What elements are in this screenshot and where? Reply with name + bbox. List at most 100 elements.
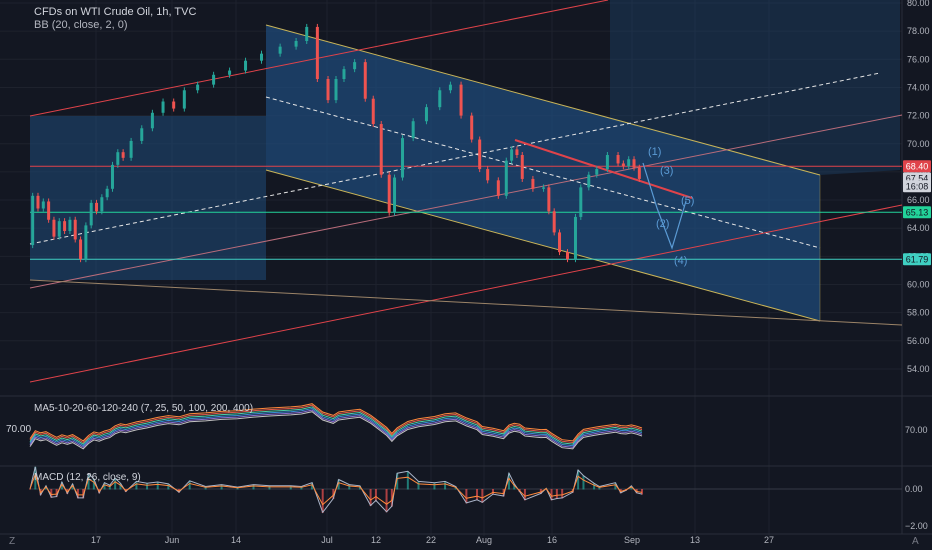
macd-histogram-bar bbox=[268, 485, 271, 490]
price-label-box bbox=[903, 206, 931, 219]
candle-body bbox=[47, 201, 51, 220]
candle-body bbox=[510, 149, 514, 161]
candle-body bbox=[637, 167, 641, 179]
candle-body bbox=[52, 219, 56, 237]
macd-histogram-bar bbox=[321, 489, 324, 513]
candle-body bbox=[31, 195, 35, 246]
candle-body bbox=[305, 26, 309, 42]
macd-histogram-bar bbox=[385, 489, 388, 513]
y-tick-label: 76.00 bbox=[907, 54, 930, 64]
candle-body bbox=[196, 84, 200, 91]
macd-histogram-bar bbox=[289, 485, 292, 490]
y-tick-label: 70.00 bbox=[907, 139, 930, 149]
macd-histogram-bar bbox=[76, 489, 79, 499]
x-tick-label: Jul bbox=[321, 535, 333, 545]
candle-body bbox=[411, 121, 415, 139]
macd-histogram-bar bbox=[374, 489, 377, 501]
y-tick-label: 80.00 bbox=[907, 0, 930, 8]
macd-histogram-bar bbox=[337, 479, 340, 490]
ma-line bbox=[29, 404, 643, 444]
macd-histogram-bar bbox=[513, 483, 516, 490]
macd-histogram-bar bbox=[236, 487, 239, 490]
y-tick-label: 58.00 bbox=[907, 308, 930, 318]
candle-body bbox=[558, 232, 562, 253]
bollinger-bands-label[interactable]: BB (20, close, 2, 0) bbox=[34, 19, 128, 31]
candle-body bbox=[334, 79, 338, 101]
timezone-corner-button[interactable]: Z bbox=[9, 536, 16, 547]
wave-label: (3) bbox=[660, 165, 673, 177]
macd-histogram-bar bbox=[396, 473, 399, 490]
red-channel-lower bbox=[29, 204, 903, 383]
candle-body bbox=[531, 178, 535, 189]
macd-histogram-bar bbox=[507, 473, 510, 490]
macd-histogram-bar bbox=[561, 489, 564, 499]
macd-histogram-bar bbox=[220, 484, 223, 490]
y-tick-label: 66.00 bbox=[907, 195, 930, 205]
candle-body bbox=[504, 160, 508, 196]
wave-label: (5) bbox=[681, 195, 694, 207]
candle-body bbox=[401, 138, 405, 178]
signal-line bbox=[29, 472, 643, 506]
candle-body bbox=[353, 62, 357, 70]
macd-histogram-bar bbox=[641, 489, 643, 495]
x-tick-label: 12 bbox=[371, 535, 381, 545]
ma-line bbox=[29, 406, 643, 445]
macd-histogram-bar bbox=[34, 466, 37, 490]
channel-box-top bbox=[610, 0, 900, 175]
candle-body bbox=[57, 221, 61, 237]
candle-body bbox=[438, 90, 442, 108]
y-tick-label: 54.00 bbox=[907, 364, 930, 374]
ma-line bbox=[29, 403, 643, 442]
macd-indicator-label[interactable]: MACD (12, 26, close, 9) bbox=[34, 472, 141, 483]
macd-histogram-bar bbox=[146, 483, 149, 490]
macd-histogram-bar bbox=[311, 482, 314, 490]
candle-body bbox=[520, 155, 524, 179]
ma-left-value: 70.00 bbox=[6, 424, 32, 435]
candle-body bbox=[315, 26, 319, 80]
price-label: 16:08 bbox=[906, 181, 929, 191]
candle-body bbox=[371, 98, 375, 125]
candle-body bbox=[515, 149, 519, 156]
channel-midline bbox=[265, 96, 821, 249]
candle-body bbox=[100, 197, 104, 212]
candle-body bbox=[393, 177, 397, 213]
resistance-segment bbox=[514, 139, 693, 199]
candle-body bbox=[627, 159, 631, 167]
price-label: 67.54 bbox=[906, 173, 929, 183]
candle-body bbox=[342, 69, 346, 80]
macd-histogram-bar bbox=[481, 489, 484, 503]
candle-body bbox=[486, 169, 490, 181]
macd-line bbox=[29, 466, 643, 514]
macd-histogram-bar bbox=[87, 473, 90, 490]
auto-scale-button[interactable]: A bbox=[912, 536, 919, 547]
y-tick-label: 60.00 bbox=[907, 280, 930, 290]
macd-pane-tick: −2.00 bbox=[905, 521, 928, 531]
candle-body bbox=[73, 219, 77, 240]
macd-histogram-bar bbox=[60, 482, 63, 490]
price-label-box bbox=[903, 253, 931, 266]
ma-line bbox=[29, 409, 643, 448]
candle-body bbox=[632, 159, 636, 168]
macd-histogram-bar bbox=[92, 478, 95, 490]
candle-body bbox=[326, 79, 330, 101]
macd-histogram-bar bbox=[103, 482, 106, 490]
candle-body bbox=[244, 60, 248, 71]
candle-body bbox=[459, 84, 463, 116]
dashed-trendline bbox=[29, 72, 881, 245]
ma-indicator-label[interactable]: MA5-10-20-60-120-240 (7, 25, 50, 100, 20… bbox=[34, 403, 254, 414]
x-tick-label: 27 bbox=[764, 535, 774, 545]
macd-histogram-bar bbox=[188, 480, 191, 490]
candle-body bbox=[542, 187, 546, 189]
candle-body bbox=[95, 202, 99, 212]
macd-histogram-bar bbox=[593, 483, 596, 490]
candle-body bbox=[36, 195, 40, 209]
candle-body bbox=[294, 41, 298, 47]
candle-body bbox=[547, 187, 551, 212]
macd-histogram-bar bbox=[630, 485, 633, 490]
y-tick-label: 64.00 bbox=[907, 223, 930, 233]
candle-body bbox=[616, 155, 620, 164]
x-tick-label: 13 bbox=[690, 535, 700, 545]
macd-histogram-bar bbox=[204, 486, 207, 490]
candle-body bbox=[68, 219, 72, 232]
